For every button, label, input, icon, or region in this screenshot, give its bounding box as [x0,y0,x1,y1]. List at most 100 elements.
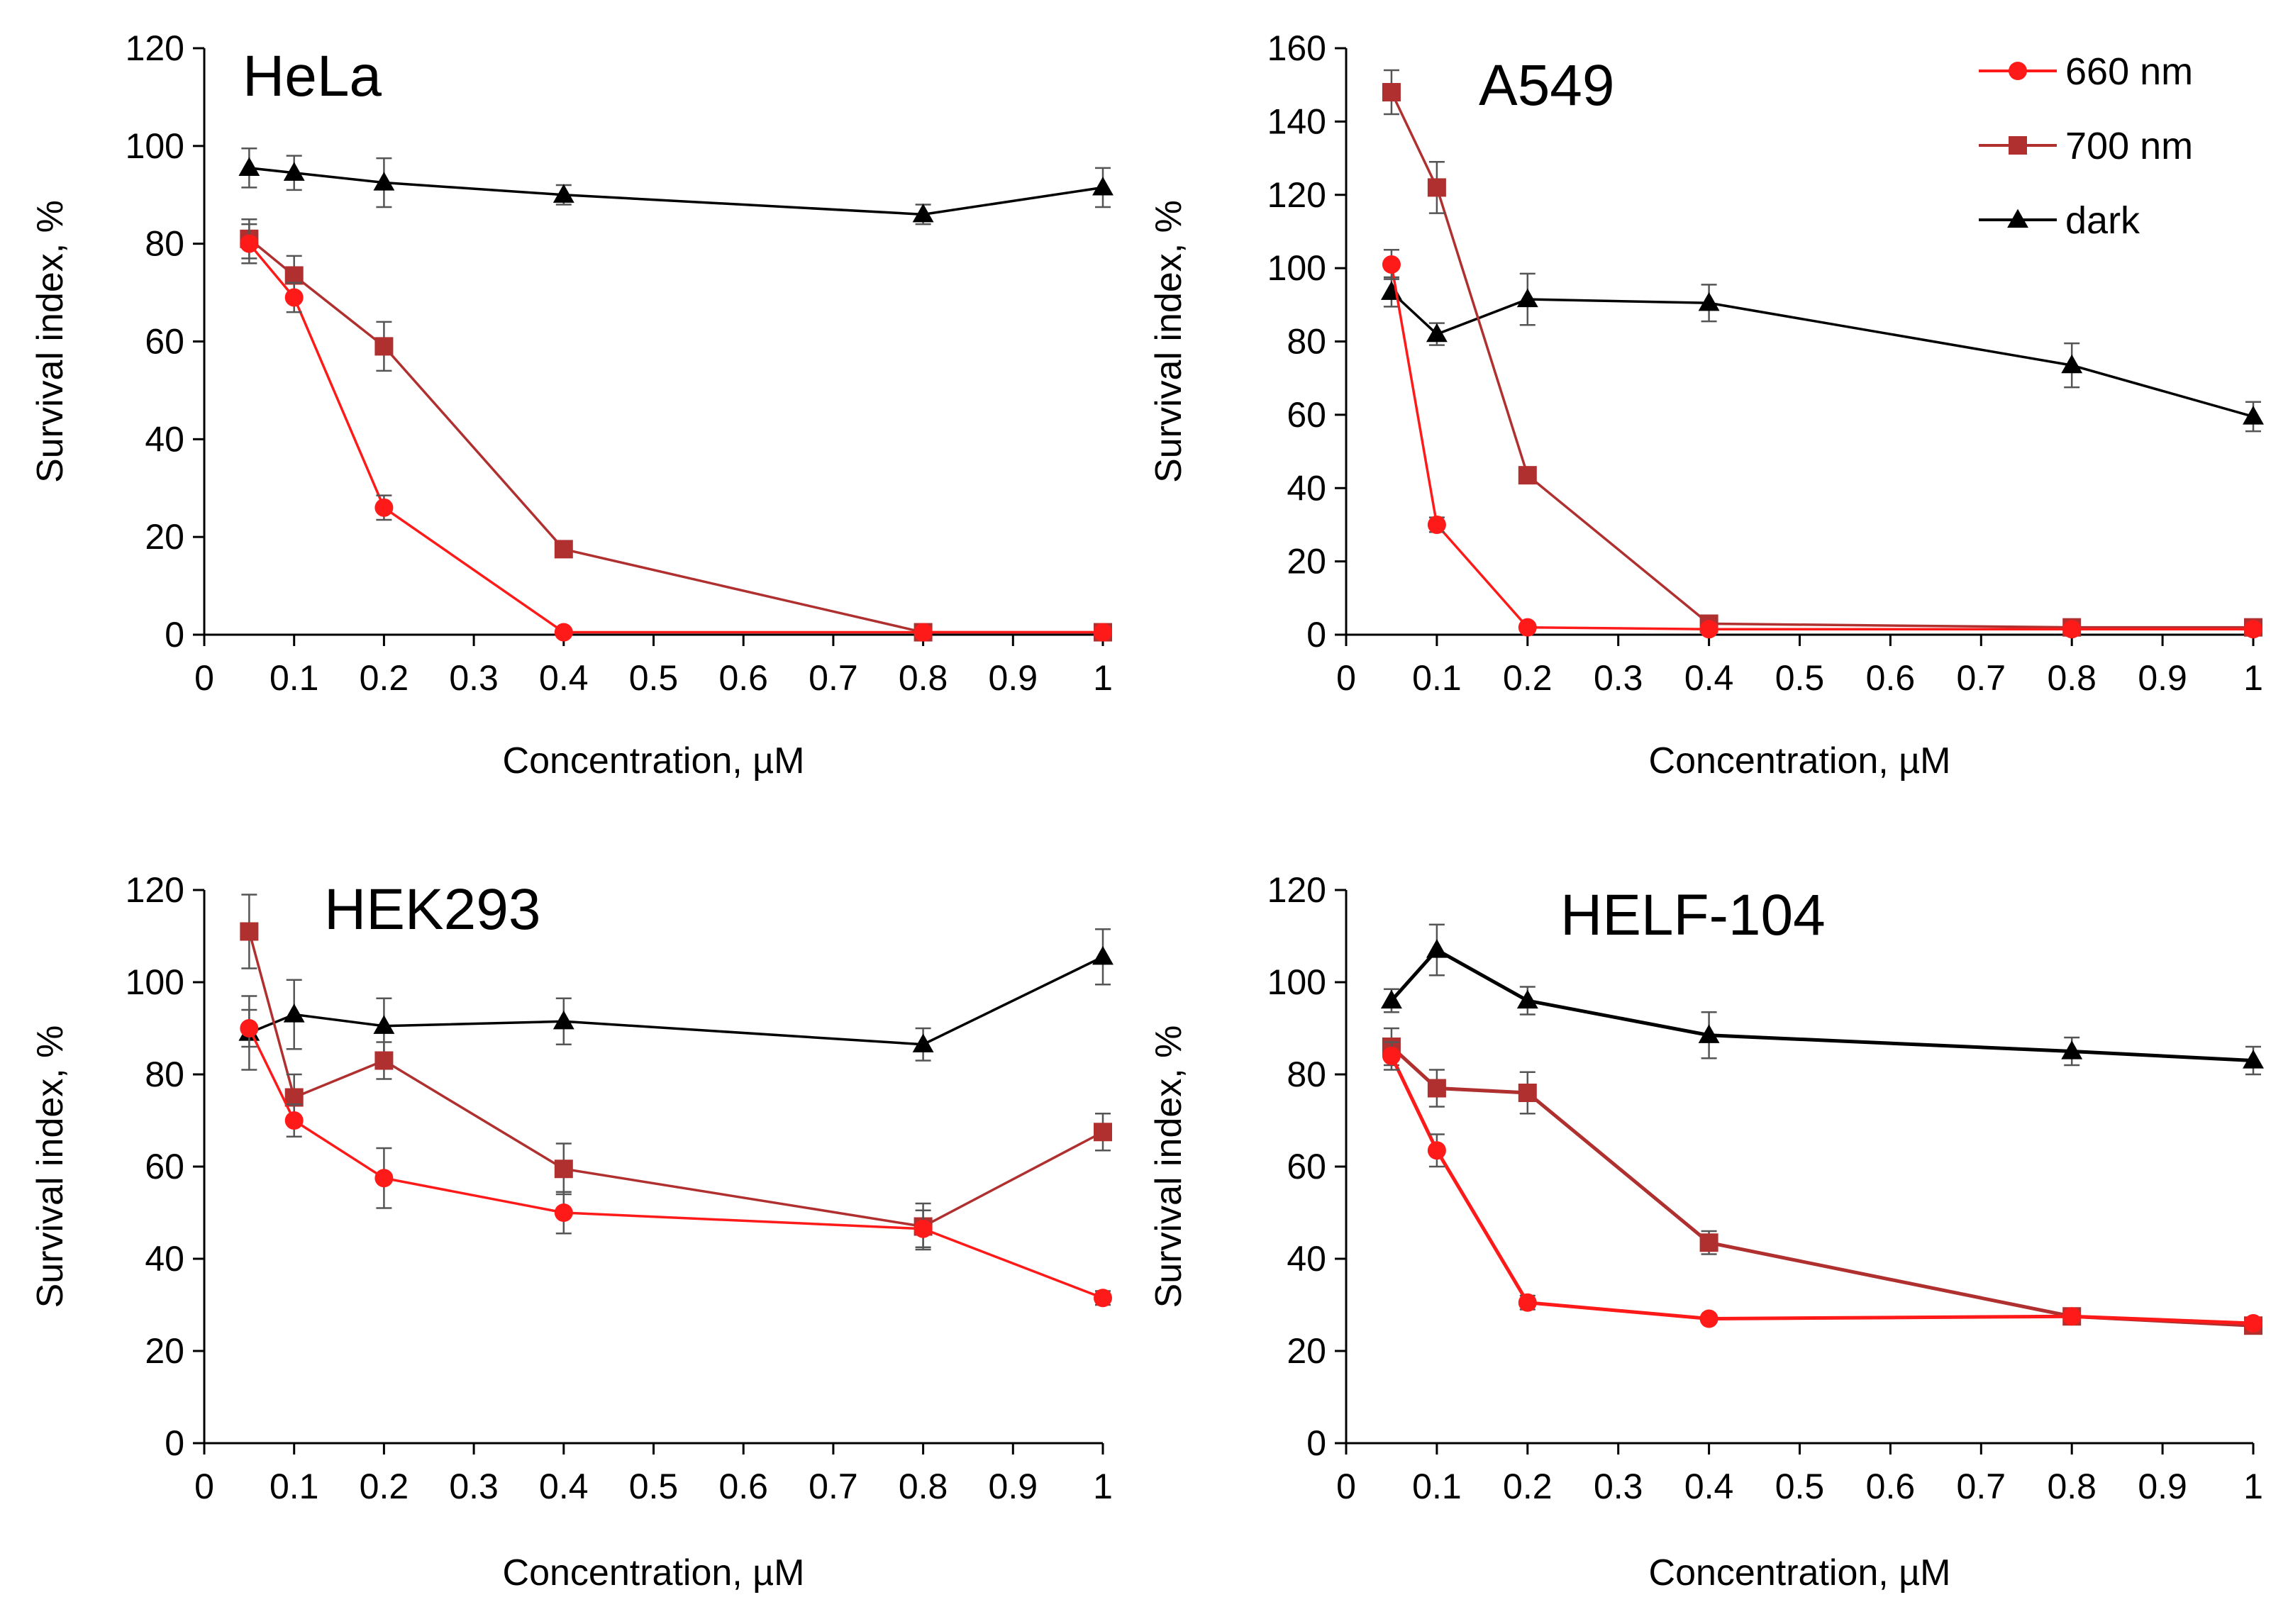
x-tick-label: 0.4 [1684,1467,1734,1506]
series-line-nm700 [248,931,1104,1228]
data-point-nm700 [554,540,573,559]
data-point-dark [2061,1040,2083,1060]
x-tick-label: 0.6 [718,658,768,698]
data-point-nm660 [2244,1314,2262,1333]
series-nm660 [1382,249,2262,639]
panel-title: HEK293 [324,877,540,942]
series-nm660 [240,1008,1112,1308]
data-point-dark [1516,288,1538,308]
x-tick-label: 0 [194,1467,214,1506]
legend-label: 700 nm [2065,125,2193,167]
y-tick-label: 100 [126,126,184,166]
x-axis-title: Concentration, µM [503,740,805,782]
data-point-dark [283,162,305,181]
y-tick-label: 140 [1267,101,1326,141]
data-point-nm700 [374,337,394,356]
y-tick-label: 80 [1287,1055,1326,1094]
y-tick-label: 60 [145,1147,184,1186]
series-dark [238,928,1114,1071]
data-point-dark [1426,939,1448,958]
x-axis-title: Concentration, µM [1649,1552,1951,1594]
data-point-dark [1381,989,1402,1009]
x-tick-label: 0.1 [1412,658,1462,698]
legend-item-nm700: 700 nm [1979,125,2193,167]
y-tick-label: 40 [1287,1239,1326,1279]
series-line-nm660 [248,243,1103,634]
data-point-dark [552,184,574,203]
legend-marker [2009,62,2027,80]
y-tick-label: 100 [1267,962,1326,1002]
y-tick-label: 0 [165,1423,184,1463]
x-tick-label: 0.6 [718,1467,768,1506]
series-line-dark [249,167,1104,216]
data-point-nm660 [1427,515,1446,534]
legend-marker [2009,136,2027,155]
data-point-nm660 [2062,620,2082,639]
x-tick-label: 0.4 [539,1467,589,1506]
data-point-dark [912,1033,934,1052]
data-point-nm660 [240,234,259,253]
x-tick-label: 1 [2243,658,2263,698]
panel-title: A549 [1479,53,1615,118]
x-tick-label: 0.8 [2047,1467,2097,1506]
data-point-nm700 [240,922,259,941]
series-dark [1381,923,2264,1076]
data-point-dark [2061,354,2083,374]
x-tick-label: 0.8 [899,658,948,698]
y-tick-label: 40 [1287,468,1326,508]
y-tick-label: 120 [126,870,184,910]
y-axis-title: Survival index, % [30,200,71,483]
data-point-nm660 [374,498,394,517]
legend-marker [2007,208,2028,228]
series-line-dark [1390,291,2254,418]
x-tick-label: 0.6 [1866,1467,1916,1506]
y-tick-label: 60 [1287,395,1326,435]
x-tick-label: 0.2 [360,658,409,698]
data-point-dark [373,172,395,191]
legend: 660 nm 700 nm dark [1979,50,2193,242]
panel-title: HeLa [243,44,382,109]
x-axis-title: Concentration, µM [1649,740,1951,782]
y-axis-title: Survival index, % [1148,1025,1189,1308]
x-tick-label: 0.3 [449,1467,499,1506]
x-tick-label: 0.7 [809,658,858,698]
data-point-nm660 [1699,1309,1718,1328]
series-nm700 [1382,69,2262,637]
y-tick-label: 20 [145,517,184,557]
y-tick-label: 80 [145,224,184,264]
x-axis-title: Concentration, µM [503,1552,805,1594]
data-point-dark [1381,281,1402,300]
y-tick-label: 0 [1306,615,1326,655]
x-tick-label: 0.7 [809,1467,858,1506]
x-tick-label: 0.9 [989,1467,1038,1506]
data-point-dark [2243,406,2264,425]
y-tick-label: 80 [1287,322,1326,362]
y-tick-label: 60 [1287,1147,1326,1186]
x-tick-label: 0.2 [1503,658,1553,698]
data-point-nm660 [554,623,573,642]
legend-item-dark: dark [1979,199,2140,242]
x-tick-label: 0.1 [270,1467,319,1506]
series-nm700 [240,218,1112,642]
x-tick-label: 0.2 [360,1467,409,1506]
x-tick-label: 0.9 [2138,1467,2187,1506]
data-point-nm660 [1699,620,1718,639]
data-point-nm700 [1518,1084,1537,1102]
x-tick-label: 0.7 [1957,1467,2006,1506]
x-tick-label: 0 [1336,658,1356,698]
y-axis-title: Survival index, % [30,1025,71,1308]
legend-label: dark [2065,199,2140,242]
data-point-nm700 [284,266,304,285]
x-tick-label: 0.3 [449,658,499,698]
data-point-nm660 [1382,1047,1401,1065]
legend-label: 660 nm [2065,50,2193,93]
data-point-nm660 [1518,618,1537,637]
series-dark [238,148,1114,226]
data-point-nm660 [240,1019,259,1038]
data-point-dark [1698,1024,1720,1043]
x-tick-label: 1 [1093,1467,1113,1506]
data-point-nm660 [913,1219,933,1238]
x-tick-label: 0.5 [1775,658,1825,698]
y-axis-title: Survival index, % [1148,200,1189,483]
